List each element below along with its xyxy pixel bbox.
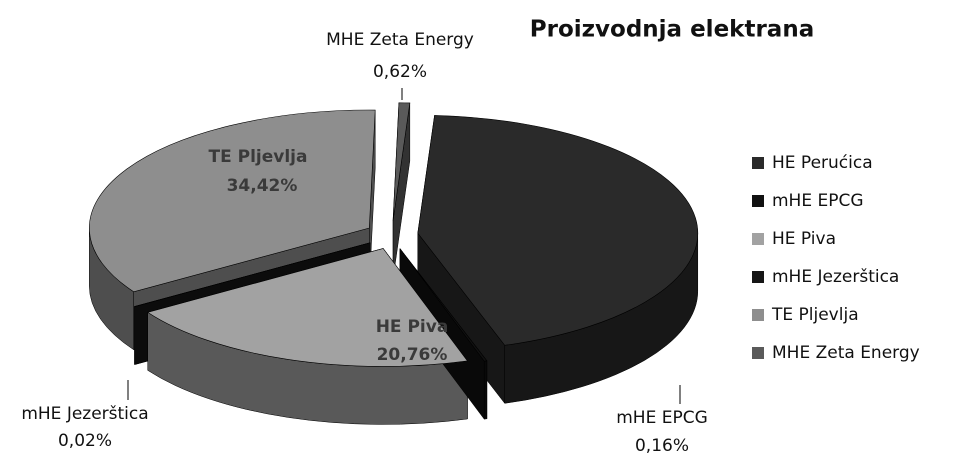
legend-label: HE Perućica: [772, 153, 873, 173]
legend-label: TE Pljevlja: [771, 305, 859, 325]
legend-swatch: [752, 271, 764, 283]
legend-label: mHE Jezerštica: [772, 267, 899, 287]
slice-label-name: mHE EPCG: [616, 408, 708, 428]
slice-label-name: MHE Zeta Energy: [326, 30, 474, 50]
legend-swatch: [752, 157, 764, 169]
slice-label-value: 0,16%: [635, 436, 689, 456]
slice-label-value: 34,42%: [227, 176, 298, 196]
legend-label: MHE Zeta Energy: [772, 343, 920, 363]
chart-title: Proizvodnja elektrana: [530, 17, 814, 43]
slice-label-value: 0,02%: [58, 431, 112, 451]
slice-label-value: 0,62%: [373, 62, 427, 82]
legend-swatch: [752, 309, 764, 321]
legend-label: mHE EPCG: [772, 191, 864, 211]
slice: [89, 109, 376, 293]
legend-swatch: [752, 347, 764, 359]
slice-label-name: mHE Jezerštica: [21, 404, 148, 424]
legend-swatch: [752, 195, 764, 207]
slice-label-name: TE Pljevlja: [209, 147, 308, 167]
slice-label-name: HE Piva: [376, 317, 449, 337]
slice: [133, 242, 371, 307]
slice: [147, 248, 468, 367]
legend-swatch: [752, 233, 764, 245]
slice-label-value: 20,76%: [377, 345, 448, 365]
legend-label: HE Piva: [772, 229, 836, 249]
slice: [417, 115, 699, 346]
slice: [392, 102, 411, 221]
slice-side: [483, 360, 488, 420]
slice: [399, 248, 488, 362]
